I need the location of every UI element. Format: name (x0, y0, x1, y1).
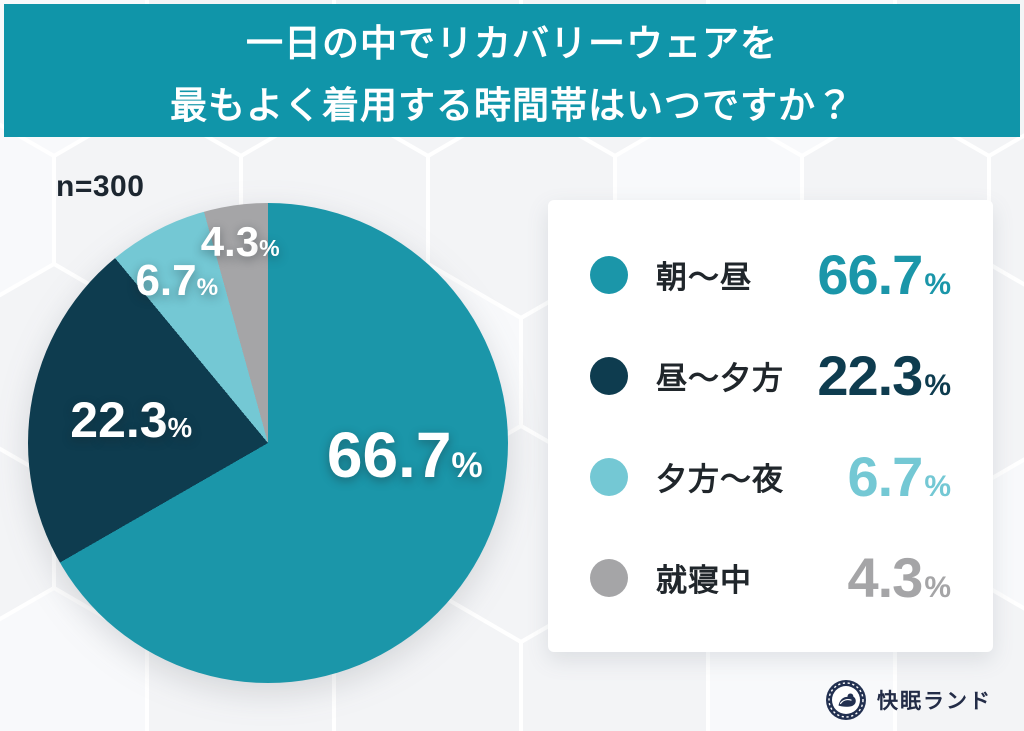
pie (28, 203, 508, 683)
legend-row-shushinchu: 就寝中 4.3% (590, 545, 951, 610)
legend-color-swatch (590, 457, 628, 496)
legend-label: 就寝中 (656, 563, 752, 598)
legend-value: 4.3% (847, 546, 951, 609)
legend-card: 朝～昼 66.7% 昼～夕方 22.3% 夕方～夜 6.7% 就寝中 4.3% (548, 200, 993, 652)
pie-chart: 66.7% 22.3% 6.7% 4.3% (28, 203, 508, 683)
pie-label-shushinchu: 4.3% (200, 217, 280, 265)
legend-value: 66.7% (817, 243, 951, 306)
legend-label: 昼～夕方 (656, 361, 784, 396)
sample-size-label: n=300 (56, 170, 145, 203)
survey-title-line1: 一日の中でリカバリーウェアを (246, 22, 778, 64)
pie-label-yugata-yoru: 6.7% (135, 256, 219, 306)
legend-row-asa-hiru: 朝～昼 66.7% (590, 242, 951, 307)
legend-color-swatch (590, 356, 628, 395)
legend-value: 6.7% (847, 445, 951, 508)
brand-badge-icon (826, 680, 866, 720)
brand-logo: 快眠ランド (825, 679, 992, 721)
pie-label-asa-hiru: 66.7% (326, 419, 483, 491)
legend-color-swatch (590, 255, 628, 294)
survey-title-line2: 最もよく着用する時間帯はいつですか？ (170, 84, 854, 126)
header-title-band: 一日の中でリカバリーウェアを 最もよく着用する時間帯はいつですか？ (4, 4, 1020, 137)
percent-sign: % (924, 571, 951, 604)
percent-sign: % (924, 470, 951, 503)
legend-label: 夕方～夜 (656, 462, 784, 497)
percent-sign: % (924, 369, 951, 402)
legend-row-yugata-yoru: 夕方～夜 6.7% (590, 444, 951, 509)
brand-name: 快眠ランド (877, 690, 992, 713)
pie-label-hiru-yugata: 22.3% (70, 391, 193, 448)
legend-color-swatch (590, 558, 628, 597)
legend-row-hiru-yugata: 昼～夕方 22.3% (590, 343, 951, 408)
legend-label: 朝～昼 (656, 260, 752, 295)
legend-value: 22.3% (817, 344, 951, 407)
percent-sign: % (924, 268, 951, 301)
